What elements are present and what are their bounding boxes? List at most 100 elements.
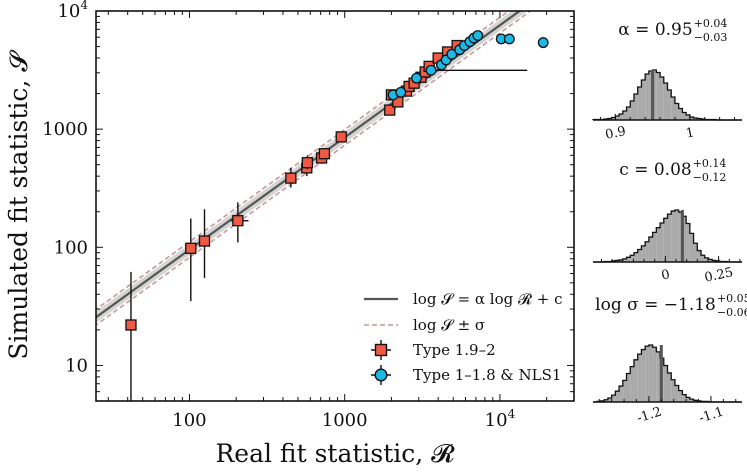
x-tick-label: 1000 [322, 410, 368, 431]
histogram-bar [686, 397, 690, 402]
histogram-bar [641, 80, 646, 120]
histogram-bar [663, 83, 668, 120]
square-marker [301, 157, 314, 169]
histogram-tick-label: 0 [660, 267, 671, 283]
square-marker [384, 104, 396, 116]
circle-point [425, 64, 528, 76]
histogram-bar [701, 255, 705, 262]
legend-type-1-1-8-label: Type 1–1.8 & NLS1 [413, 366, 561, 384]
plot-frame [95, 10, 575, 402]
circle-marker [472, 30, 484, 41]
histogram-bar [689, 233, 694, 262]
circle-marker [395, 86, 407, 98]
histogram-title: c = 0.08 [619, 160, 691, 180]
histogram-bar [652, 70, 657, 120]
histogram-tick-label: 1 [685, 125, 696, 141]
histogram-bar [660, 223, 664, 262]
histogram-bar [619, 114, 623, 120]
histogram-log-sigma: -1.2 -1.1 log σ = −1.18+0.05−0.06 [593, 292, 747, 426]
legend-circle-marker [374, 368, 388, 382]
histogram-bar [645, 241, 649, 262]
square-point [198, 209, 211, 278]
histogram-bar [686, 115, 690, 120]
histogram-bar [682, 112, 687, 120]
histogram-bar [660, 77, 664, 120]
histogram-bar [671, 379, 675, 402]
histogram-bar [656, 227, 661, 262]
fit-line [96, 11, 522, 319]
histogram-bar [604, 399, 608, 402]
histogram-bar [663, 218, 668, 262]
histogram-bar [637, 354, 642, 402]
histogram-bar [671, 211, 675, 262]
histogram-bar [678, 108, 683, 120]
histogram-bar [619, 259, 623, 262]
histogram-title-lower-error: −0.12 [693, 171, 727, 184]
histogram-title: log σ = −1.18 [595, 295, 716, 315]
histogram-bar [686, 223, 690, 262]
square-marker [232, 215, 244, 227]
histogram-bar [656, 72, 661, 120]
histogram-bar [633, 359, 638, 402]
histogram-bar [637, 87, 642, 120]
legend-sigma-label: log 𝓢 ± σ [413, 316, 485, 334]
sigma-lower-line [96, 11, 532, 327]
y-tick-label: 104 [57, 0, 88, 22]
histogram-title-lower-error: −0.06 [717, 306, 747, 319]
histogram-bar [667, 90, 672, 120]
histogram-bar [693, 400, 698, 402]
histogram-bar [626, 107, 631, 120]
legend-entry-sigma: log 𝓢 ± σ [364, 316, 485, 334]
histogram-bar [671, 97, 675, 120]
histogram-alpha: 0.9 1 α = 0.95 +0.04−0.03 [592, 17, 742, 143]
histogram-tick-label: 0.25 [703, 265, 734, 286]
histogram-tick-label: 0.9 [604, 124, 627, 143]
histogram-bar [626, 257, 631, 262]
histogram-bar [667, 214, 672, 262]
circle-point [446, 48, 458, 60]
y-tick-label: 100 [54, 237, 88, 258]
main-scatter-plot: 100 1000 104 10 100 1000 104 Real fit statisti… [4, 0, 575, 468]
histogram-bar [678, 390, 683, 402]
histogram-bar [630, 366, 634, 402]
legend-entry-fit-line: log 𝓢 = α log 𝓡 + c [364, 290, 563, 308]
histogram-bar [615, 116, 620, 120]
histogram-title-upper-error: +0.14 [693, 157, 727, 170]
square-point [185, 218, 197, 302]
histogram-tick-label: -1.2 [635, 404, 663, 426]
histogram-bar [622, 111, 627, 120]
histogram-bar [611, 117, 616, 120]
legend-square-marker [374, 343, 388, 357]
square-marker [125, 319, 137, 331]
square-point [301, 155, 314, 169]
histogram-bar [708, 259, 713, 262]
square-marker [285, 172, 297, 184]
histogram-bar [607, 398, 612, 402]
histogram-bar [667, 372, 672, 402]
histogram-bar [652, 347, 657, 402]
histogram-bar [637, 249, 642, 262]
fit-uncertainty-band [96, 11, 528, 323]
x-tick-label: 104 [485, 407, 516, 431]
square-point [384, 104, 396, 116]
histogram-bar [641, 349, 646, 402]
axis-ticks: 100 1000 104 10 100 1000 104 [42, 0, 575, 431]
histogram-bar [689, 117, 694, 120]
histogram-bar [630, 101, 634, 120]
square-point [335, 131, 347, 143]
histogram-tick-label: -1.1 [697, 404, 725, 426]
histogram-bar [615, 391, 620, 402]
x-tick-label: 100 [172, 410, 206, 431]
histogram-bar [693, 118, 698, 120]
legend: log 𝓢 = α log 𝓡 + c log 𝓢 ± σ Type 1.9–2… [364, 290, 563, 385]
histogram-bar [682, 394, 687, 402]
circle-point [395, 86, 407, 98]
histogram-c: 0 0.25 c = 0.08 +0.14−0.12 [593, 157, 742, 286]
histogram-bar [648, 345, 653, 402]
histogram-bar [619, 386, 623, 402]
circle-marker [446, 48, 458, 60]
square-point [230, 202, 249, 243]
legend-entry-type-1-1-8: Type 1–1.8 & NLS1 [371, 365, 561, 385]
histogram-bar [626, 373, 631, 402]
